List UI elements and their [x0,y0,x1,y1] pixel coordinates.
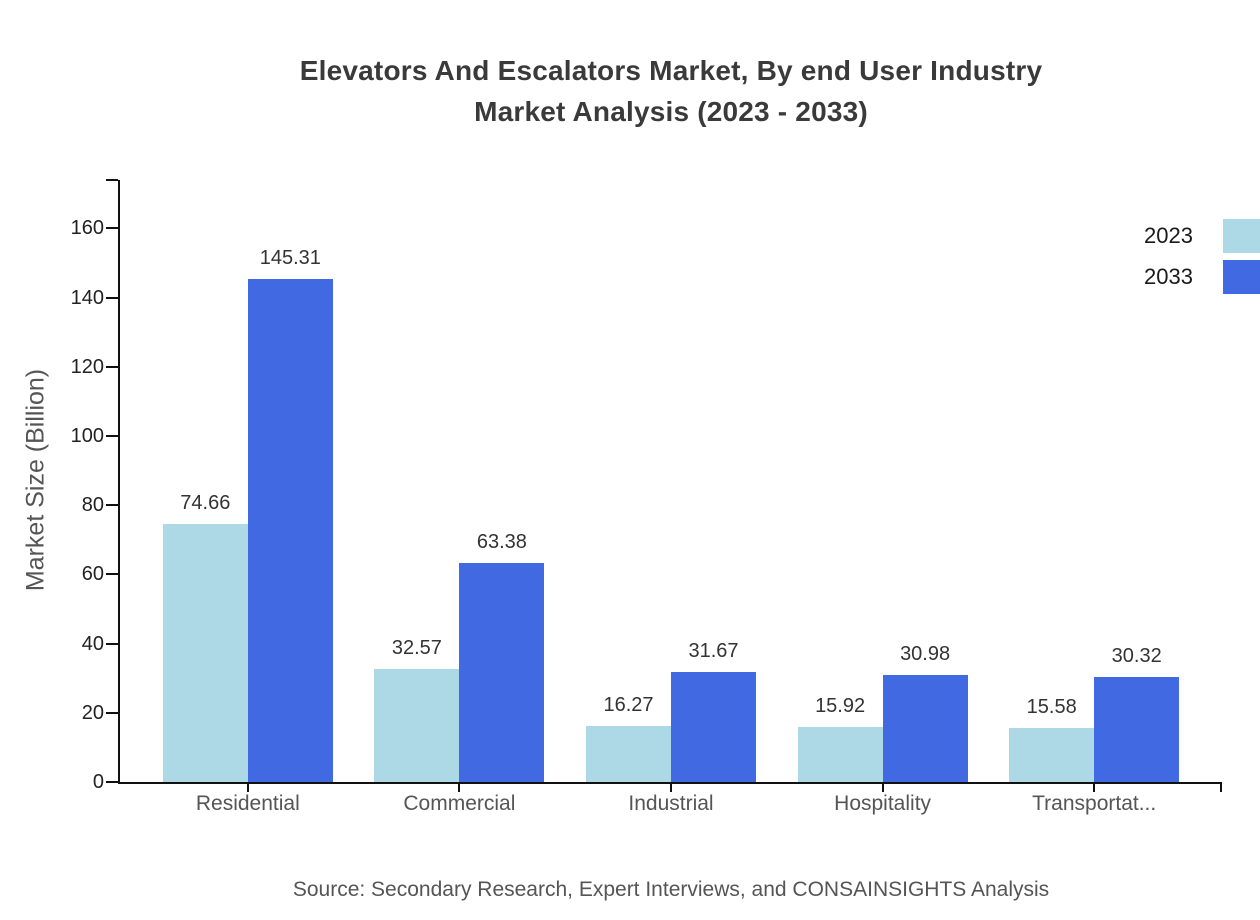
bar-value-label: 145.31 [259,247,321,270]
legend-swatch-icon [1223,260,1260,294]
bar-2023-residential [162,523,248,782]
y-axis-title: Market Size (Billion) [21,368,50,592]
legend-label: 2033 [1144,264,1193,289]
chart-title: Elevators And Escalators Market, By end … [299,55,1043,127]
x-tick-mark [881,782,884,792]
y-tick-label: 0 [92,771,104,793]
bar-value-label: 30.98 [900,642,951,665]
bar-2023-transportat [1009,728,1095,782]
y-tick-label: 100 [70,425,104,448]
bar-value-label: 15.58 [1026,696,1077,719]
x-category-label: Transportat... [1032,792,1157,815]
legend: 2023 2033 [1144,219,1260,294]
x-category-label: Industrial [628,792,714,815]
y-tick-label: 20 [81,701,104,724]
x-category-label: Commercial [403,792,516,815]
bar-2033-hospitality [882,674,968,782]
bar-2033-industrial [671,672,756,782]
bar-2033-residential [247,279,333,782]
bar-value-label: 63.38 [476,530,527,553]
bar-value-label: 30.32 [1111,645,1162,668]
bar-2023-commercial [374,669,460,782]
y-tick-mark [106,296,118,299]
bar-2023-hospitality [797,726,883,782]
bar-value-label: 15.92 [815,694,866,717]
x-tick-mark [246,782,249,792]
x-category-label: Residential [195,792,300,815]
y-tick-label: 40 [81,632,104,655]
y-tick-mark [106,781,118,783]
bar-value-label: 31.67 [688,640,739,663]
bar-value-label: 32.57 [391,637,442,660]
plot-area: 0 20 40 60 80 100 120 140 160 Residential 74.66 145… [71,179,1222,815]
y-tick-label: 120 [70,355,104,378]
y-tick-label: 160 [70,217,104,240]
bar-2033-transportat [1094,677,1180,782]
y-tick-mark [106,711,118,714]
y-tick-mark [106,573,118,576]
legend-swatch-icon [1223,219,1260,253]
y-tick-mark [106,365,118,368]
y-tick-label: 140 [70,286,104,309]
bar-value-label: 74.66 [180,491,231,514]
legend-item-2033: 2033 [1144,260,1260,294]
y-tick-mark [106,504,118,507]
bar-2023-industrial [586,725,671,782]
x-tick-mark [1093,782,1096,792]
x-axis-end-tick [1220,782,1222,792]
bar-value-label: 16.27 [603,693,654,716]
x-category-label: Hospitality [834,792,932,815]
x-tick-mark [458,782,461,792]
x-tick-mark [670,782,672,792]
legend-label: 2023 [1144,223,1193,248]
y-tick-label: 60 [81,563,104,586]
y-axis-end-tick [106,179,118,181]
y-tick-mark [106,642,118,645]
bar-2033-commercial [459,562,545,782]
y-tick-mark [106,227,118,230]
legend-item-2023: 2023 [1144,219,1260,253]
y-tick-mark [106,435,118,438]
y-tick-label: 80 [81,494,104,517]
source-note: Source: Secondary Research, Expert Inter… [292,878,1050,901]
